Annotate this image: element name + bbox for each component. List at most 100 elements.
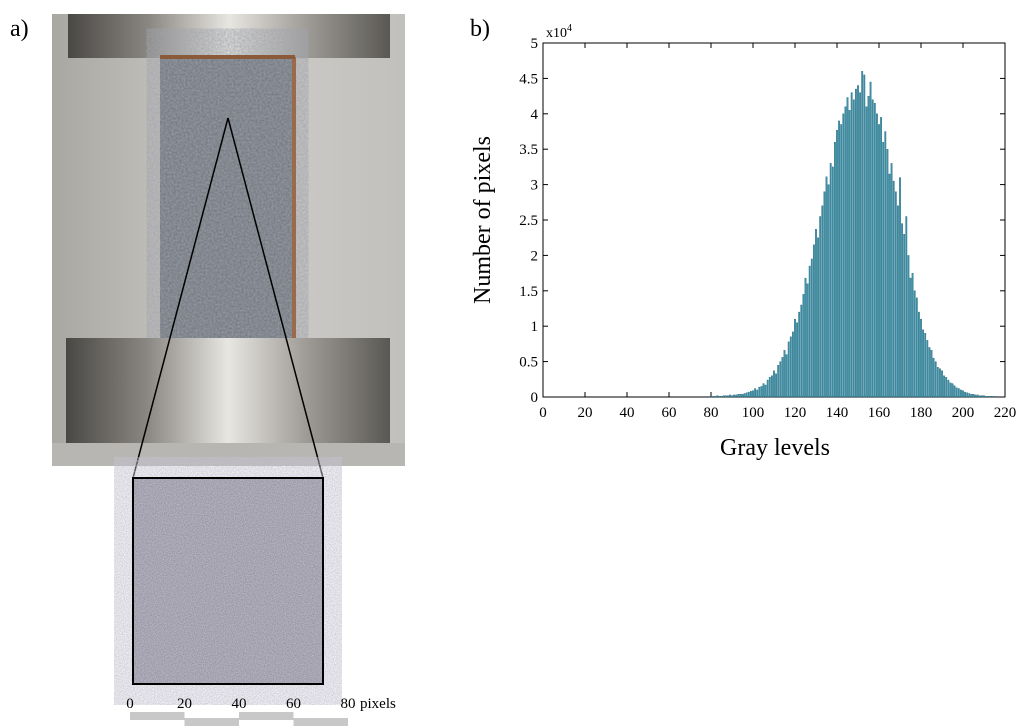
bar <box>911 272 914 398</box>
bar <box>947 379 950 398</box>
bar <box>978 395 981 398</box>
bar <box>842 113 845 398</box>
bar <box>804 277 807 398</box>
scale-segment <box>184 718 239 726</box>
bar <box>953 385 956 398</box>
bar <box>859 92 861 398</box>
bar <box>831 166 834 398</box>
bar <box>878 124 880 398</box>
bar <box>936 367 939 398</box>
scale-bar: 0 20 40 60 80 pixels <box>126 696 396 726</box>
bar <box>846 97 849 398</box>
bar <box>976 394 979 398</box>
scale-segment <box>293 718 348 726</box>
bar <box>825 176 828 398</box>
x-tick-label: 100 <box>742 405 765 421</box>
y-tick-label: 0.5 <box>519 355 538 371</box>
bar <box>857 85 859 398</box>
bar <box>743 393 746 398</box>
bar <box>714 396 717 398</box>
bar <box>907 255 910 398</box>
scale-segment <box>239 712 294 720</box>
bar <box>821 205 824 398</box>
bar <box>918 311 920 398</box>
zoom-image <box>132 477 324 685</box>
bar <box>731 395 733 398</box>
bar <box>710 396 712 398</box>
bar <box>922 329 924 398</box>
y-axis-label: Number of pixels <box>470 136 496 304</box>
bar <box>766 379 769 398</box>
bar <box>750 391 752 398</box>
y-tick-label: 4.5 <box>519 71 538 87</box>
y-tick-label: 3 <box>531 178 539 194</box>
x-tick-label: 60 <box>662 405 677 421</box>
scale-tick-label: 80 <box>341 696 356 712</box>
bar <box>926 340 929 398</box>
scale-tick-label: 0 <box>126 696 134 712</box>
bar <box>882 141 885 398</box>
bar <box>861 71 864 398</box>
bar <box>972 394 975 398</box>
bar <box>834 141 836 398</box>
bar <box>840 124 843 398</box>
bar <box>798 311 801 398</box>
y-tick-label: 5 <box>531 36 539 52</box>
bar <box>930 350 933 398</box>
bar <box>880 117 882 398</box>
bar <box>886 149 889 398</box>
bar <box>991 396 994 398</box>
x-tick-label: 200 <box>952 405 975 421</box>
bar <box>962 390 964 398</box>
bar <box>726 395 729 398</box>
bar <box>729 394 731 398</box>
bar <box>741 394 744 398</box>
bar <box>852 99 855 398</box>
bar <box>823 191 826 398</box>
bar <box>924 333 927 398</box>
y-tick-label: 0 <box>531 390 539 406</box>
bar <box>957 388 960 398</box>
bar <box>808 265 811 398</box>
panel-label: b) <box>470 16 490 42</box>
bar <box>745 392 748 398</box>
bar <box>905 216 908 398</box>
bar <box>737 394 740 398</box>
x-tick-label: 80 <box>704 405 719 421</box>
y-multiplier: x104 <box>546 23 572 41</box>
bar <box>783 350 786 398</box>
bar <box>733 394 735 398</box>
bar <box>966 392 969 398</box>
bar <box>777 364 780 398</box>
bar <box>968 393 971 398</box>
bar <box>903 234 906 398</box>
scale-tick-label: 60 <box>286 696 301 712</box>
bar <box>899 177 901 398</box>
scale-tick-label: 20 <box>177 696 192 712</box>
bar <box>716 395 719 398</box>
bar <box>884 131 887 398</box>
bar <box>981 395 983 398</box>
bar <box>813 244 815 398</box>
scale-unit: pixels <box>360 696 396 712</box>
bar <box>909 277 912 398</box>
bar <box>760 386 763 398</box>
bar <box>855 88 857 398</box>
bar <box>989 396 992 398</box>
bar <box>987 396 990 398</box>
y-tick-label: 1 <box>531 319 539 335</box>
bar <box>951 383 954 398</box>
x-tick-label: 40 <box>620 405 635 421</box>
bar <box>775 373 777 398</box>
y-tick-label: 2.5 <box>519 213 538 229</box>
x-tick-label: 0 <box>539 405 547 421</box>
bar <box>762 383 765 398</box>
scale-tick-label: 40 <box>232 696 247 712</box>
bar <box>964 391 966 398</box>
bar <box>735 394 738 398</box>
bar <box>867 95 870 398</box>
bar <box>754 388 756 398</box>
x-axis-label: Gray levels <box>720 435 830 461</box>
bar <box>747 391 750 398</box>
